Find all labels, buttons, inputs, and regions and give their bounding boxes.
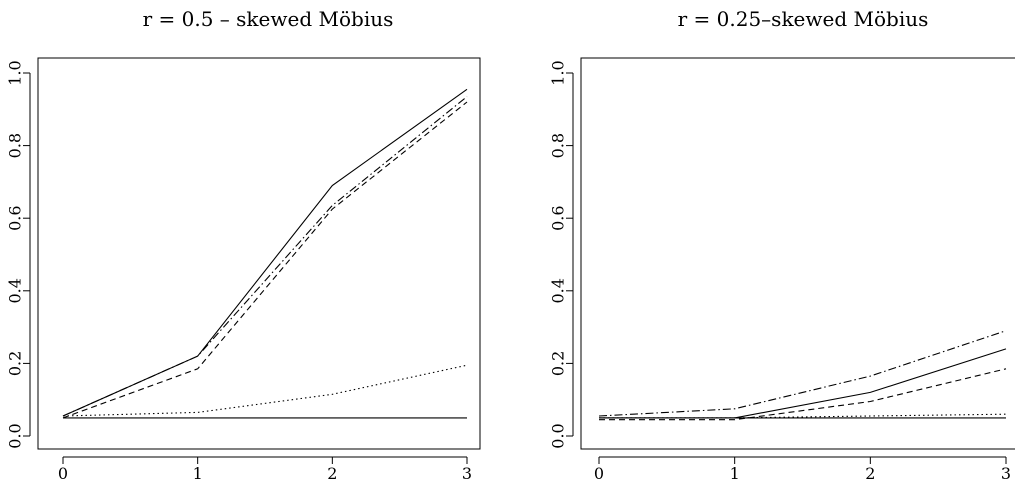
panel-2-series-line-2 xyxy=(598,330,1007,417)
panel-2-series xyxy=(598,330,1007,421)
panel-2-series-line-3 xyxy=(599,348,1007,419)
panel-2-x-tick-label: 2 xyxy=(865,464,875,483)
panel-1-series-line-4 xyxy=(62,101,468,419)
panel-2-y-tick-label: 0.6 xyxy=(549,205,568,230)
panel-1-x-tick-label: 0 xyxy=(58,464,68,483)
panel-2-plot-box xyxy=(580,57,1015,450)
panel-2-y-tick-label: 1.0 xyxy=(549,60,568,85)
panel-1-x-axis: 0 1 2 3 xyxy=(58,456,472,483)
panel-1-series-line-2 xyxy=(62,88,468,417)
panel-1-y-tick-label: 1.0 xyxy=(6,60,25,85)
panel-1-x-tick-label: 1 xyxy=(193,464,203,483)
panel-2-y-tick-label: 0.8 xyxy=(549,133,568,158)
panel-1-plot-box xyxy=(37,57,481,450)
panel-2-x-tick-label: 3 xyxy=(1001,464,1011,483)
panel-1-y-tick-label: 0.6 xyxy=(6,205,25,230)
panel-1-x-tick-label: 3 xyxy=(462,464,472,483)
panel-2-y-tick-label: 0.4 xyxy=(549,278,568,303)
panel-1-x-tick-label: 2 xyxy=(327,464,337,483)
panel-2-y-tick-label: 0.2 xyxy=(549,351,568,376)
panel-2-x-axis: 0 1 2 3 xyxy=(594,456,1011,483)
panel-1-title: r = 0.5 – skewed Möbius xyxy=(143,7,394,31)
panel-1: r = 0.5 – skewed Möbius 0.0 0.2 0.4 0.6 0.8 1… xyxy=(6,7,481,483)
panel-1-y-tick-label: 0.0 xyxy=(6,423,25,448)
panel-1-series-line-5 xyxy=(62,364,468,417)
panel-2-series-line-5 xyxy=(599,413,1007,419)
panel-1-y-axis: 0.0 0.2 0.4 0.6 0.8 1.0 xyxy=(6,60,31,449)
panel-1-y-tick-label: 0.4 xyxy=(6,278,25,303)
panel-2: r = 0.25–skewed Möbius 0.0 0.2 0.4 0.6 0.8 1.… xyxy=(549,7,1015,483)
panel-2-y-axis: 0.0 0.2 0.4 0.6 0.8 1.0 xyxy=(549,60,574,449)
panel-2-y-tick-label: 0.0 xyxy=(549,423,568,448)
panel-2-series-line-4 xyxy=(599,368,1007,421)
panel-2-x-tick-label: 1 xyxy=(730,464,740,483)
panel-1-y-tick-label: 0.2 xyxy=(6,351,25,376)
panel-1-series-line-3 xyxy=(62,96,468,417)
panel-2-title: r = 0.25–skewed Möbius xyxy=(678,7,929,31)
panel-1-y-tick-label: 0.8 xyxy=(6,133,25,158)
panel-1-series xyxy=(62,88,468,419)
panel-2-x-tick-label: 0 xyxy=(594,464,604,483)
